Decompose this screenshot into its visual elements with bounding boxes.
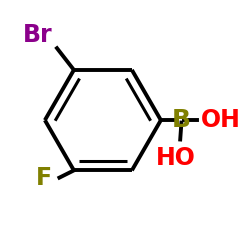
Text: OH: OH	[201, 108, 241, 132]
Text: HO: HO	[156, 146, 195, 170]
Text: F: F	[36, 166, 52, 190]
Text: Br: Br	[22, 23, 52, 47]
Text: B: B	[172, 108, 191, 132]
